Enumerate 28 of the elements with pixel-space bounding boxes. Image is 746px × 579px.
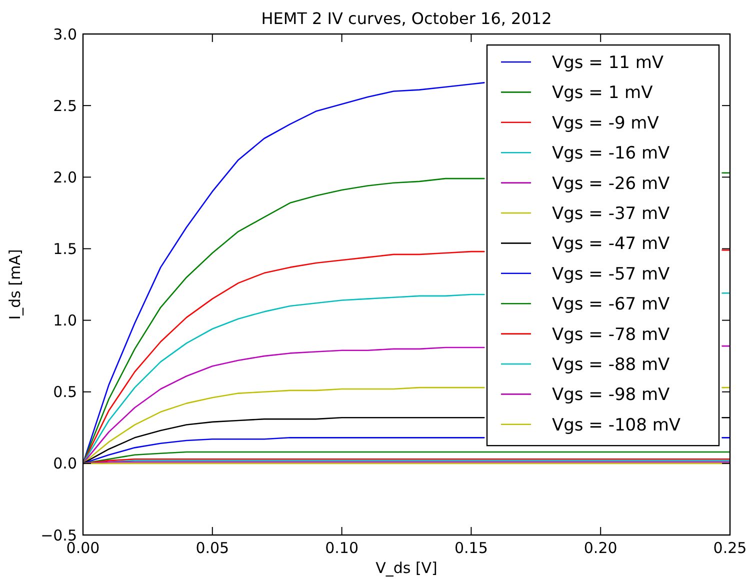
legend-label: Vgs = -47 mV — [552, 234, 670, 254]
legend-label: Vgs = -57 mV — [552, 264, 670, 284]
x-tick-label: 0.15 — [454, 539, 488, 557]
y-tick-label: 3.0 — [53, 25, 77, 44]
x-tick-label: 0.05 — [196, 539, 230, 557]
legend-label: Vgs = -98 mV — [552, 385, 670, 406]
y-tick-label: 2.5 — [53, 96, 77, 115]
legend-label: Vgs = -37 mV — [552, 204, 670, 224]
y-tick-label: 1.0 — [53, 312, 77, 330]
legend-label: Vgs = -78 mV — [552, 324, 670, 345]
y-tick-label: 2.0 — [53, 168, 77, 186]
legend-label: Vgs = 1 mV — [552, 83, 654, 104]
legend-label: Vgs = -67 mV — [552, 294, 670, 315]
legend-label: Vgs = -108 mV — [552, 415, 681, 436]
x-tick-label: 0.25 — [713, 539, 746, 557]
legend-label: Vgs = -16 mV — [552, 144, 670, 164]
x-tick-label: 0.20 — [584, 539, 618, 557]
x-tick-label: 0.10 — [325, 539, 359, 557]
legend-label: Vgs = -88 mV — [552, 354, 670, 375]
y-tick-label: 0.0 — [53, 454, 77, 473]
chart-title: HEMT 2 IV curves, October 16, 2012 — [261, 9, 552, 28]
legend-label: Vgs = 11 mV — [552, 52, 664, 73]
legend-label: Vgs = -9 mV — [552, 113, 660, 134]
y-tick-label: 0.5 — [53, 383, 77, 402]
legend-label: Vgs = -26 mV — [552, 174, 670, 194]
x-axis-title: V_ds [V] — [376, 559, 438, 577]
y-tick-label: 1.5 — [53, 240, 77, 258]
y-axis-title: I_ds [mA] — [6, 249, 24, 320]
